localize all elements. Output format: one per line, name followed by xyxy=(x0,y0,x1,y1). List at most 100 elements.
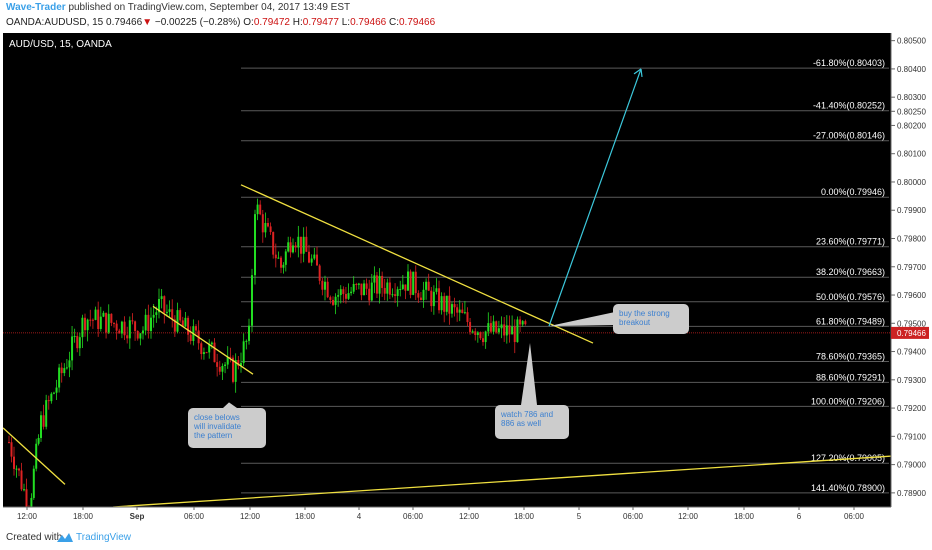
breakout-projection-arrow[interactable] xyxy=(548,68,642,327)
candle-body xyxy=(267,222,269,227)
candle-body xyxy=(373,275,376,283)
tradingview-brand[interactable]: TradingView xyxy=(76,532,132,543)
candle-body xyxy=(158,299,160,313)
x-tick-label: 4 xyxy=(357,512,362,521)
candle-body xyxy=(274,254,277,259)
candle-body xyxy=(94,309,97,320)
candle-body xyxy=(269,226,272,233)
candle-body xyxy=(414,271,417,294)
candle-body xyxy=(45,400,48,427)
candle-body xyxy=(184,317,187,327)
callout-watch-levels-box[interactable] xyxy=(495,405,569,439)
candle-body xyxy=(60,367,63,374)
candle-body xyxy=(208,344,211,353)
created-with-label: Created with xyxy=(6,532,63,543)
y-tick-label: 0.79500 xyxy=(897,319,926,328)
candle-body xyxy=(91,319,94,321)
candle-body xyxy=(432,291,435,307)
candle-body xyxy=(458,309,461,313)
y-tick-label: 0.80000 xyxy=(897,178,926,187)
candle-body xyxy=(102,312,105,317)
candle-body xyxy=(272,232,275,255)
published-text: published on TradingView.com, September … xyxy=(68,2,351,13)
candle-body xyxy=(409,271,412,295)
trendline-support[interactable] xyxy=(112,455,892,508)
candle-body xyxy=(139,333,142,339)
candle-body xyxy=(86,319,89,331)
candle-body xyxy=(8,441,10,443)
current-price-tag xyxy=(891,326,929,339)
candle-body xyxy=(305,236,308,252)
candle-body xyxy=(360,283,363,296)
candle-body xyxy=(181,320,184,327)
candle-body xyxy=(383,287,386,294)
candle-body xyxy=(40,415,42,438)
callout-breakout-text-line: buy the strong xyxy=(619,309,670,318)
tradingview-logo-icon xyxy=(57,533,73,542)
y-tick-label: 0.79200 xyxy=(897,404,926,413)
candle-body xyxy=(294,245,297,248)
time-axis[interactable] xyxy=(3,507,929,523)
candle-body xyxy=(68,360,71,368)
fib-level-label: 38.20%(0.79663) xyxy=(816,267,885,277)
price-axis[interactable] xyxy=(891,33,929,507)
candle-body xyxy=(297,236,300,248)
candle-body xyxy=(232,357,234,382)
trendline-triangle-top[interactable] xyxy=(240,184,594,344)
candle-body xyxy=(50,393,53,402)
candle-body xyxy=(195,326,197,331)
candle-body xyxy=(368,288,371,301)
callout-invalidation-text-line: close belows xyxy=(194,413,240,422)
candle-body xyxy=(370,282,373,301)
y-tick-label: 0.79100 xyxy=(897,432,926,441)
high-label: H: xyxy=(292,17,303,28)
candle-body xyxy=(339,289,342,296)
candle-body xyxy=(466,312,469,323)
author-link[interactable]: Wave-Trader xyxy=(6,2,66,13)
y-tick-label: 0.79000 xyxy=(897,461,926,470)
x-tick-label: 18:00 xyxy=(73,512,94,521)
callout-invalidation-text-line: will invalidate xyxy=(193,422,242,431)
chart-area[interactable]: -61.80%(0.80403) -41.40%(0.80252) -27.00%(… xyxy=(2,33,929,528)
candle-body xyxy=(375,275,378,294)
candle-body xyxy=(292,245,294,253)
candle-body xyxy=(15,468,18,470)
candle-body xyxy=(105,312,108,333)
candle-body xyxy=(254,214,256,276)
y-tick-label: 0.80500 xyxy=(897,37,926,46)
candle-body xyxy=(251,275,253,326)
trendline-flag[interactable] xyxy=(152,305,254,375)
x-tick-label: 18:00 xyxy=(734,512,755,521)
candle-body xyxy=(71,336,74,361)
y-tick-label: 0.79400 xyxy=(897,348,926,357)
candle-body xyxy=(58,367,61,388)
candle-body xyxy=(347,293,350,299)
price-chart[interactable]: -61.80%(0.80403) -41.40%(0.80252) -27.00%(… xyxy=(2,33,929,528)
candle-body xyxy=(123,321,126,336)
callout-invalidation-text-line: the pattern xyxy=(194,431,232,440)
candle-body xyxy=(200,343,203,355)
candle-body xyxy=(438,288,441,311)
callout-invalidation-box[interactable] xyxy=(188,408,266,448)
trendline-left[interactable] xyxy=(2,427,66,485)
callout-watch-levels-text-line: 886 as well xyxy=(501,419,541,428)
candle-body xyxy=(302,236,305,254)
candle-body xyxy=(401,284,404,289)
candle-body xyxy=(155,312,158,315)
arrowhead-icon xyxy=(633,68,643,77)
publish-line: Wave-Trader published on TradingView.com… xyxy=(6,2,350,13)
candle-body xyxy=(224,364,227,366)
x-tick-label: 12:00 xyxy=(459,512,480,521)
candle-body xyxy=(363,283,366,296)
candle-body xyxy=(482,338,484,343)
candle-body xyxy=(310,258,313,263)
callout-invalidation-pointer xyxy=(223,402,237,408)
candle-body xyxy=(282,264,285,268)
candle-body xyxy=(142,330,144,334)
candle-body xyxy=(316,254,318,266)
candle-body xyxy=(344,293,347,299)
candle-body xyxy=(144,314,147,331)
candle-body xyxy=(171,309,174,320)
candle-body xyxy=(120,321,123,334)
callout-breakout-box[interactable] xyxy=(613,304,689,334)
